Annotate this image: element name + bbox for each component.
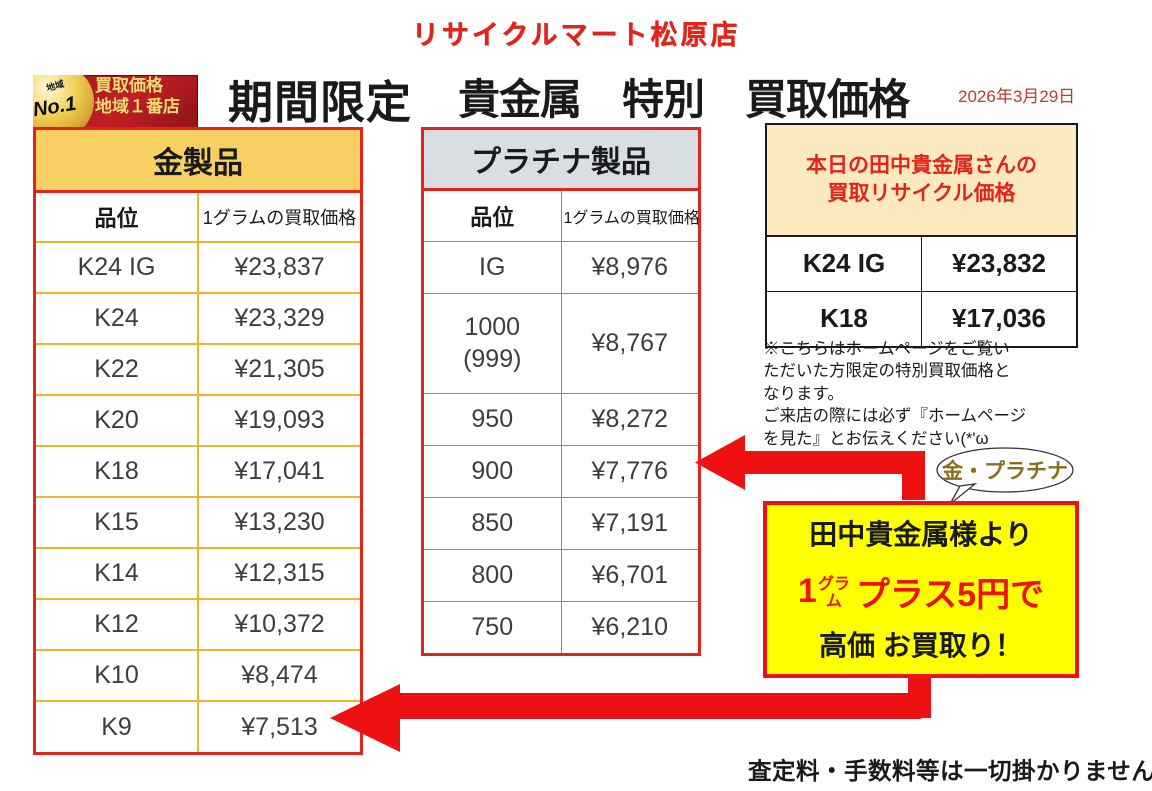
svg-text:金・プラチナ: 金・プラチナ bbox=[941, 459, 1068, 483]
